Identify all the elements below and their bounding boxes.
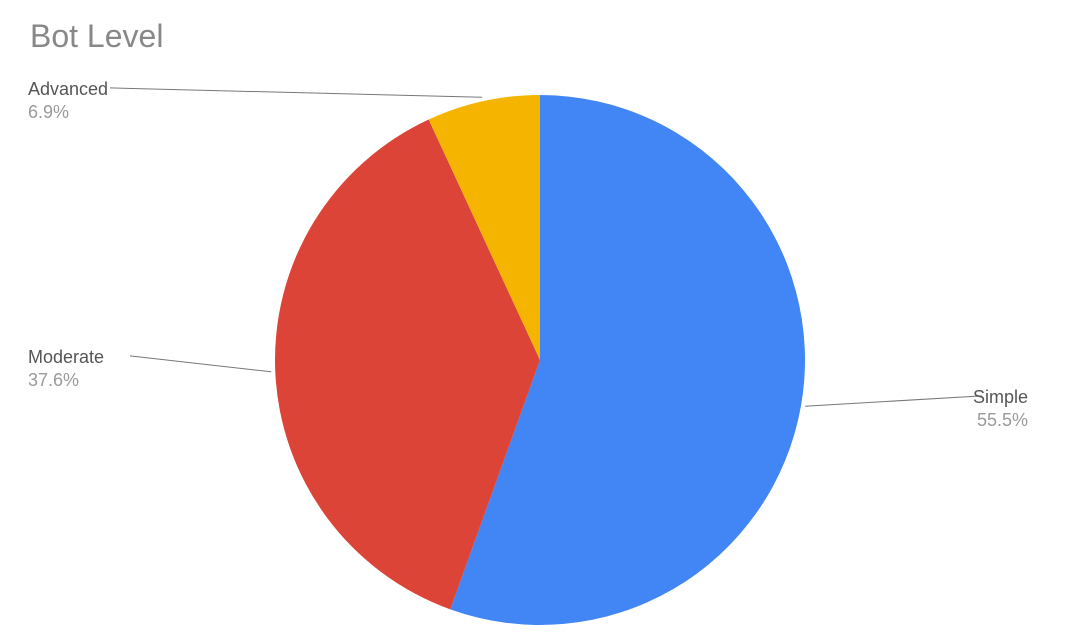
leader-line-moderate (130, 356, 271, 372)
leader-line-advanced (110, 88, 482, 97)
slice-label-pct: 6.9% (28, 101, 108, 124)
slice-label-pct: 55.5% (973, 409, 1028, 432)
pie-chart: Bot Level Simple55.5%Moderate37.6%Advanc… (0, 0, 1080, 642)
pie-svg (0, 0, 1080, 642)
leader-line-simple (805, 396, 982, 406)
slice-label-simple: Simple55.5% (973, 386, 1028, 431)
slice-label-name: Moderate (28, 346, 104, 369)
slice-label-moderate: Moderate37.6% (28, 346, 104, 391)
slice-label-name: Advanced (28, 78, 108, 101)
slice-label-advanced: Advanced6.9% (28, 78, 108, 123)
slice-label-name: Simple (973, 386, 1028, 409)
slice-label-pct: 37.6% (28, 369, 104, 392)
